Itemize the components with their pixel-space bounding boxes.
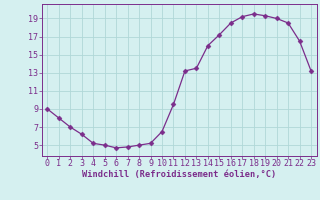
X-axis label: Windchill (Refroidissement éolien,°C): Windchill (Refroidissement éolien,°C) <box>82 170 276 179</box>
